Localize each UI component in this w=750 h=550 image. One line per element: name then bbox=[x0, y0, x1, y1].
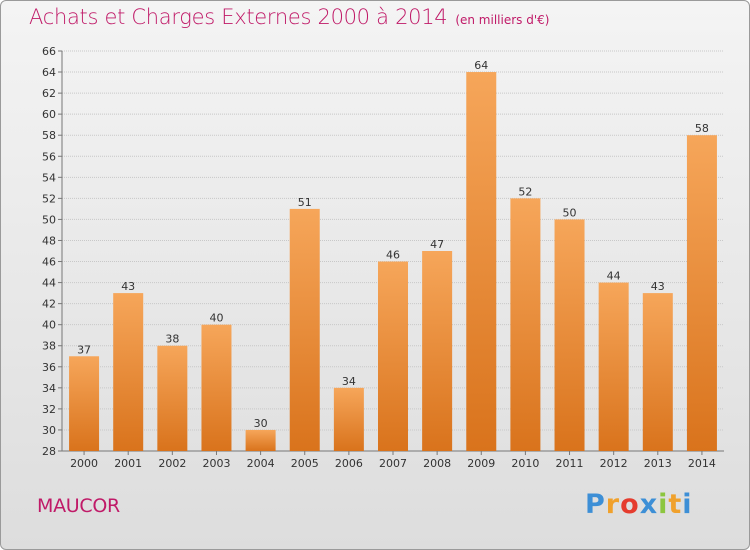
x-tick-label: 2001 bbox=[114, 457, 142, 470]
data-label: 46 bbox=[386, 249, 400, 262]
bar bbox=[69, 356, 100, 451]
data-label: 64 bbox=[474, 59, 488, 72]
y-tick-label: 66 bbox=[42, 45, 56, 58]
x-tick-label: 2013 bbox=[644, 457, 672, 470]
bar bbox=[598, 282, 629, 451]
bar bbox=[378, 261, 408, 451]
y-tick-label: 60 bbox=[42, 108, 56, 121]
logo-letter: x bbox=[639, 489, 659, 520]
data-label: 50 bbox=[563, 206, 577, 219]
bar bbox=[333, 387, 364, 451]
x-tick-label: 2004 bbox=[247, 457, 275, 470]
label-layer: 37 2000 43 2001 38 2002 40 2003 30 2004 51 2005 34 20… bbox=[70, 59, 716, 470]
y-tick-label: 42 bbox=[42, 298, 56, 311]
data-label: 30 bbox=[254, 417, 268, 430]
logo-letter: i bbox=[658, 489, 669, 520]
bar bbox=[686, 135, 717, 452]
bar bbox=[554, 219, 585, 451]
x-tick-label: 2007 bbox=[379, 457, 407, 470]
x-tick-label: 2010 bbox=[511, 457, 539, 470]
title-text: Achats et Charges Externes 2000 à 2014 bbox=[29, 5, 448, 29]
bar bbox=[245, 429, 276, 451]
x-tick-label: 2009 bbox=[467, 457, 495, 470]
y-tick-label: 56 bbox=[42, 150, 56, 163]
x-tick-label: 2002 bbox=[158, 457, 186, 470]
y-tick-label: 34 bbox=[42, 382, 56, 395]
y-tick-label: 62 bbox=[42, 87, 56, 100]
data-label: 40 bbox=[209, 312, 223, 325]
y-tick-label: 28 bbox=[42, 445, 56, 458]
x-tick-label: 2005 bbox=[291, 457, 319, 470]
bar bbox=[201, 324, 232, 451]
y-tick-label: 48 bbox=[42, 234, 56, 247]
bar bbox=[157, 345, 188, 451]
data-label: 38 bbox=[165, 333, 179, 346]
bar bbox=[422, 251, 453, 451]
logo-letter: P bbox=[585, 489, 606, 520]
y-tick-label: 44 bbox=[42, 277, 56, 290]
bar bbox=[113, 293, 144, 451]
bar bbox=[466, 72, 497, 451]
y-tick-label: 38 bbox=[42, 340, 56, 353]
data-label: 43 bbox=[651, 280, 665, 293]
commune-name: MAUCOR bbox=[37, 495, 120, 517]
y-tick-label: 54 bbox=[42, 171, 56, 184]
y-tick-label: 32 bbox=[42, 403, 56, 416]
title-unit: (en milliers d'€) bbox=[455, 13, 550, 27]
data-label: 51 bbox=[298, 196, 312, 209]
x-tick-label: 2000 bbox=[70, 457, 98, 470]
bar bbox=[642, 293, 673, 451]
x-tick-label: 2008 bbox=[423, 457, 451, 470]
data-label: 58 bbox=[695, 122, 709, 135]
x-tick-label: 2012 bbox=[600, 457, 628, 470]
x-tick-label: 2006 bbox=[335, 457, 363, 470]
chart-title: Achats et Charges Externes 2000 à 2014 (e… bbox=[29, 5, 549, 29]
y-tick-label: 36 bbox=[42, 361, 56, 374]
bar-layer bbox=[69, 72, 717, 452]
x-tick-label: 2003 bbox=[202, 457, 230, 470]
data-label: 34 bbox=[342, 375, 356, 388]
bar bbox=[289, 208, 320, 451]
logo-letter: r bbox=[605, 489, 621, 520]
y-tick-label: 40 bbox=[42, 319, 56, 332]
bar bbox=[510, 198, 541, 451]
logo-letter: o bbox=[620, 489, 640, 520]
data-label: 52 bbox=[518, 185, 532, 198]
x-tick-label: 2011 bbox=[556, 457, 584, 470]
y-tick-label: 46 bbox=[42, 256, 56, 269]
logo-letter: i bbox=[682, 489, 693, 520]
data-label: 47 bbox=[430, 238, 444, 251]
y-tick-label: 64 bbox=[42, 66, 56, 79]
y-tick-label: 58 bbox=[42, 129, 56, 142]
logo-letter: t bbox=[668, 489, 683, 520]
data-label: 37 bbox=[77, 343, 91, 356]
y-tick-label: 30 bbox=[42, 424, 56, 437]
x-tick-label: 2014 bbox=[688, 457, 716, 470]
y-tick-label: 50 bbox=[42, 213, 56, 226]
y-tick-label: 52 bbox=[42, 192, 56, 205]
data-label: 43 bbox=[121, 280, 135, 293]
data-label: 44 bbox=[607, 270, 621, 283]
proxiti-logo[interactable]: Proxiti bbox=[585, 489, 693, 520]
